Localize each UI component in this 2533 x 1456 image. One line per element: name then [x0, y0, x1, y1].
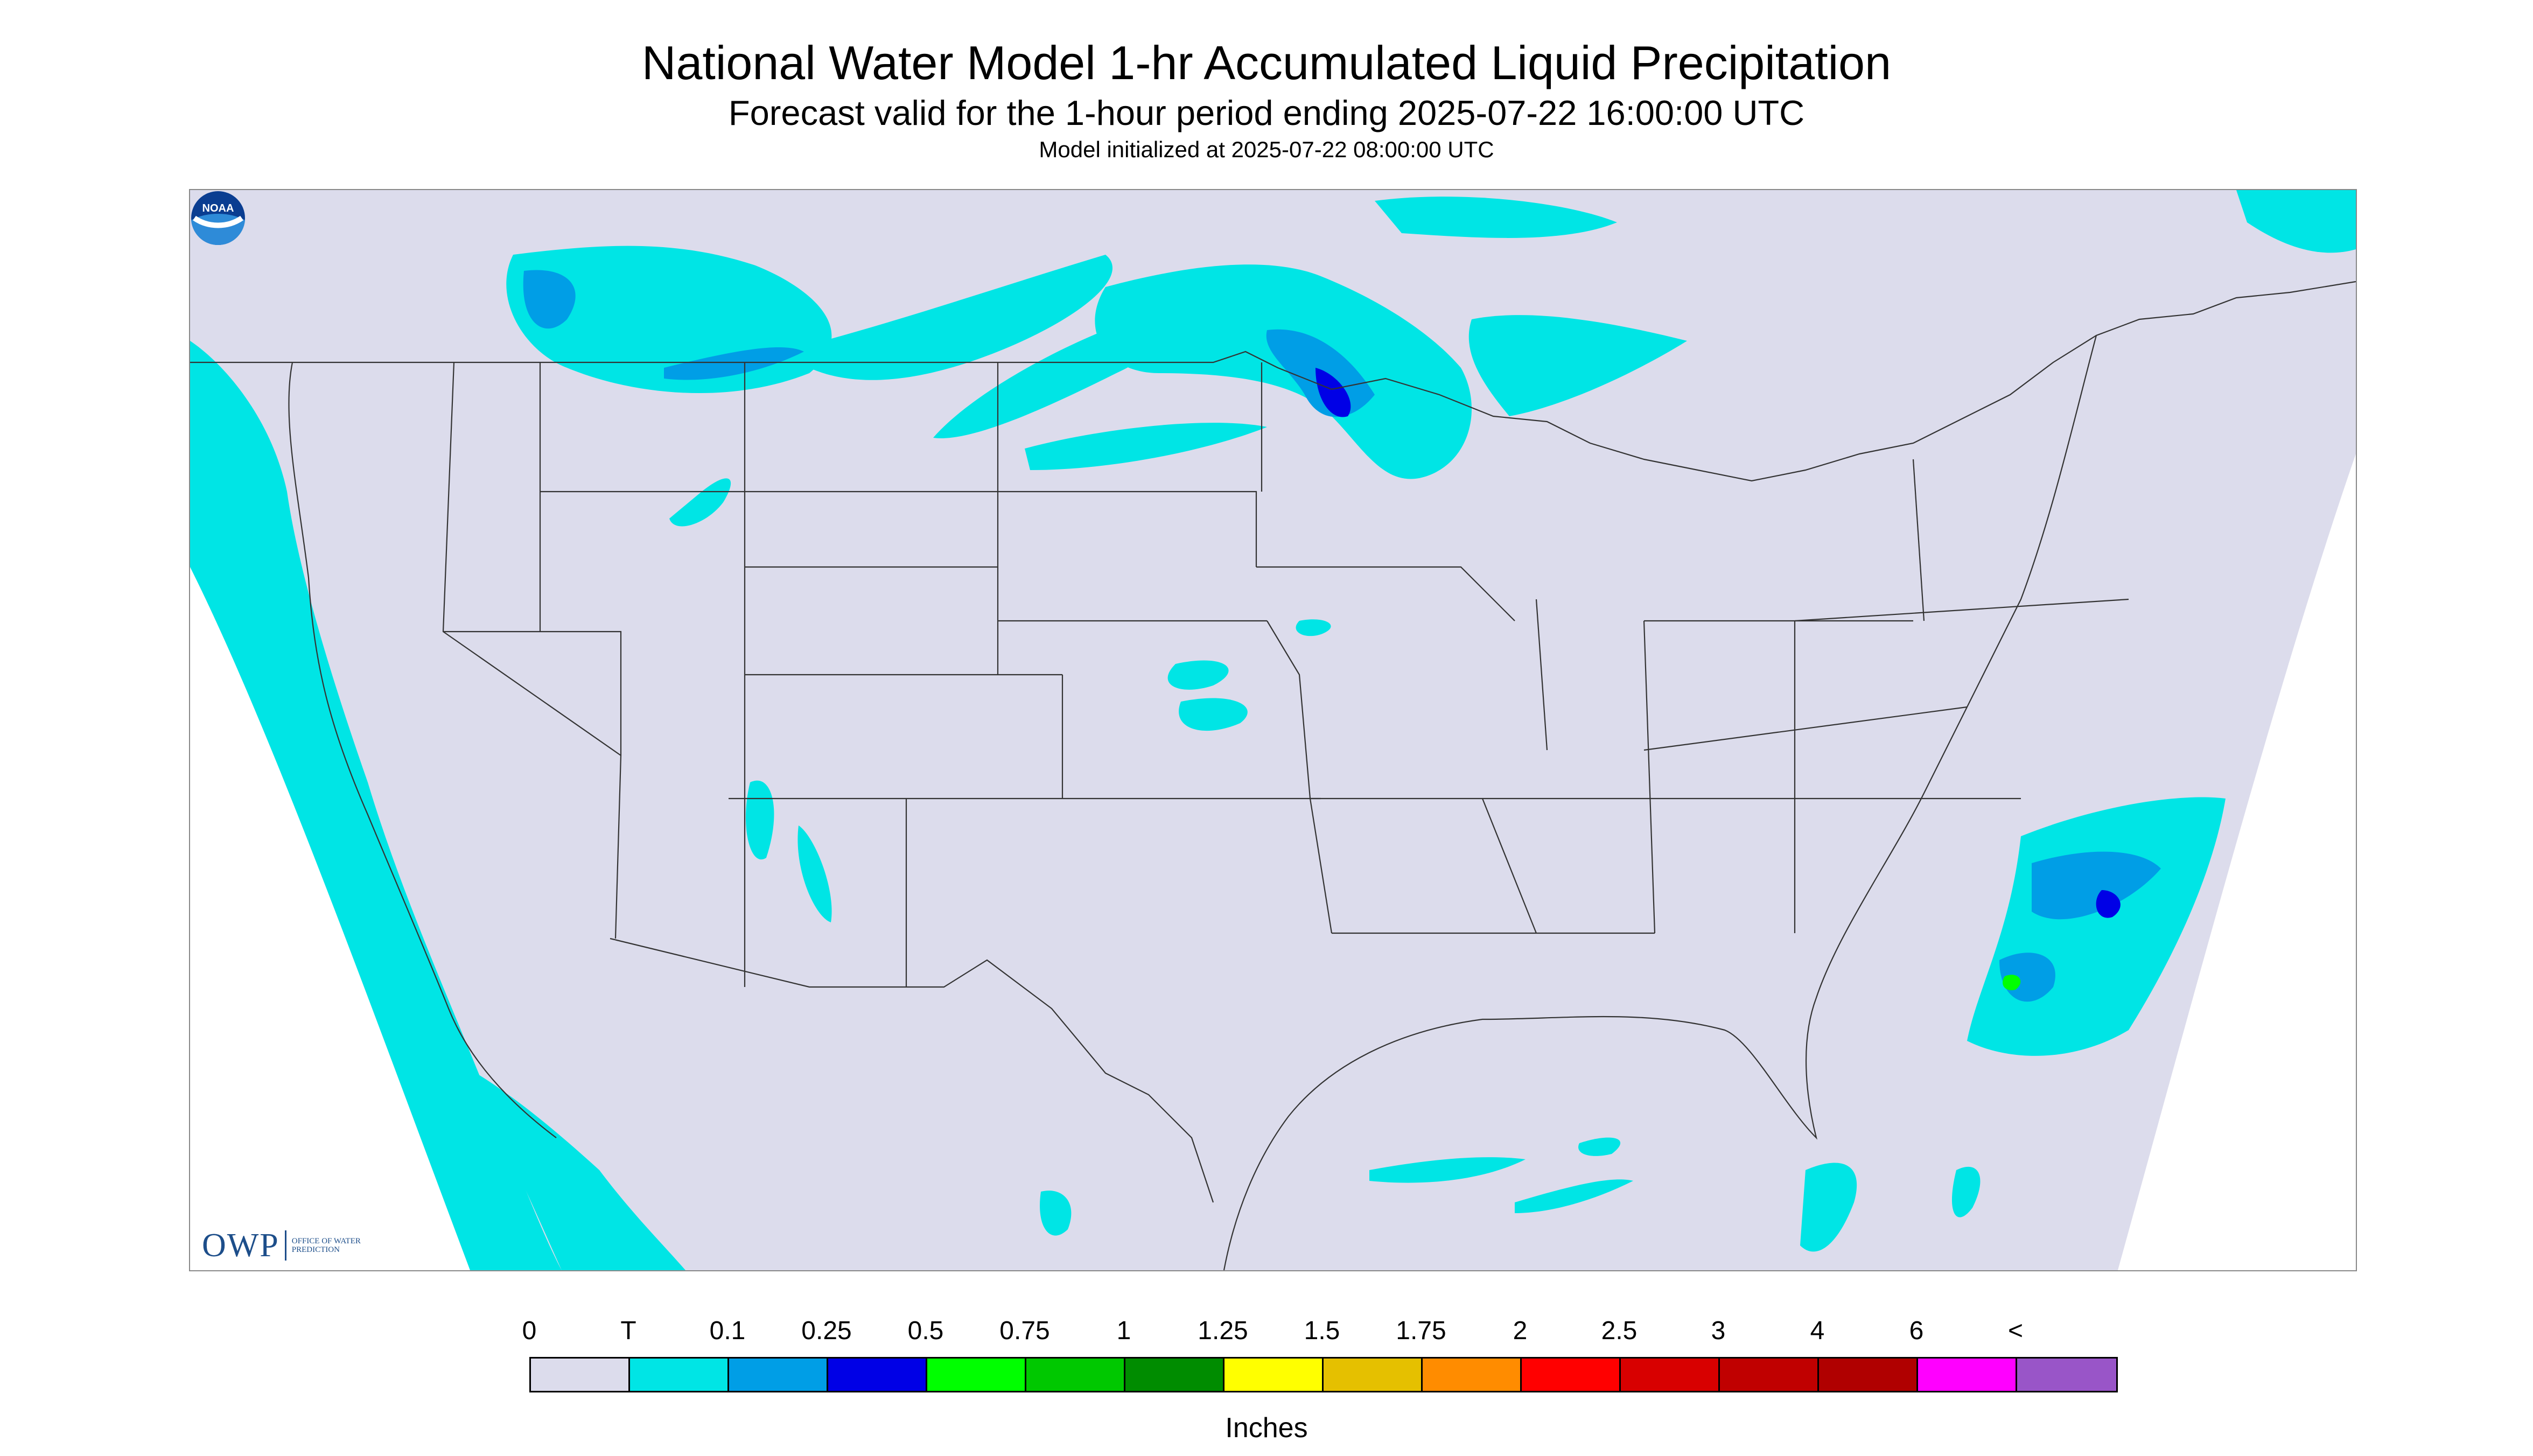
- legend-tick-label: <: [2007, 1317, 2024, 1345]
- model-domain: [190, 190, 2356, 1270]
- precip-atlantic-heavy: [2003, 975, 2021, 990]
- map-title: National Water Model 1-hr Accumulated Li…: [641, 36, 1892, 89]
- us-mexico-border: [610, 937, 1214, 1203]
- legend-swatch: [1621, 1359, 1720, 1391]
- precip-north-3: [933, 327, 1159, 438]
- precip-north-2: [782, 255, 1113, 380]
- legend-tick-label: 0: [522, 1317, 537, 1345]
- legend-swatch: [1423, 1359, 1522, 1391]
- noaa-logo-icon: NOAA: [191, 191, 245, 245]
- legend-tick-label: 2.5: [1601, 1317, 1638, 1345]
- precip-atlantic-mod: [2096, 890, 2121, 918]
- legend-tick-label: 2: [1513, 1317, 1528, 1345]
- precip-arizona: [745, 780, 774, 860]
- legend-units: Inches: [1225, 1412, 1308, 1444]
- precip-north-4: [1025, 423, 1267, 470]
- precip-gulf-3: [1578, 1137, 1621, 1156]
- precip-gulf-1: [1369, 1157, 1526, 1183]
- legend-swatch: [1819, 1359, 1918, 1391]
- owp-text: Office of Water Prediction: [291, 1237, 361, 1254]
- precip-mexico: [1040, 1191, 1072, 1236]
- legend-tick-label: 0.75: [999, 1317, 1050, 1345]
- legend-tick-label: 1: [1116, 1317, 1131, 1345]
- legend-tick-label: 1.25: [1198, 1317, 1248, 1345]
- precip-nebraska: [1167, 660, 1229, 690]
- pacific-coast: [288, 362, 557, 1138]
- precip-north-5: [669, 478, 731, 527]
- legend-tick-label: 4: [1810, 1317, 1825, 1345]
- owp-divider: [284, 1230, 286, 1261]
- state-boundaries: [190, 281, 2356, 1270]
- precip-caribbean: [1800, 1163, 1857, 1252]
- precip-kansas: [1179, 698, 1248, 731]
- map-subtitle: Forecast valid for the 1-hour period end…: [728, 93, 1805, 132]
- precip-mn: [1095, 264, 1472, 479]
- precip-pacific: [190, 341, 562, 1270]
- precip-legend: 0 T 0.1 0.25 0.5 0.75 1 1.25 1.5 1.75 2 2.5 3 4 6 < Inc…: [0, 1292, 2533, 1454]
- precip-north-light-2: [664, 347, 804, 380]
- legend-swatch: [630, 1359, 729, 1391]
- legend-swatch: [1224, 1359, 1324, 1391]
- precip-mn-2: [1468, 315, 1687, 416]
- owp-logo: OWP Office of Water Prediction: [202, 1227, 373, 1264]
- legend-swatch: [1918, 1359, 2017, 1391]
- precip-north-light: [523, 270, 576, 329]
- legend-swatch: [531, 1359, 630, 1391]
- legend-tick-label: 0.1: [709, 1317, 746, 1345]
- legend-tick-label: T: [620, 1317, 636, 1345]
- precip-atlantic-light: [2032, 851, 2161, 920]
- legend-tick-label: 6: [1909, 1317, 1924, 1345]
- legend-tick-label: 1.75: [1396, 1317, 1446, 1345]
- legend-colorbar: [529, 1357, 2118, 1392]
- precip-mn-mod: [1316, 368, 1351, 417]
- legend-swatch: [1324, 1359, 1423, 1391]
- precip-caribbean-2: [1951, 1166, 1981, 1217]
- map-canvas: [190, 190, 2356, 1270]
- precip-gulf-2: [1515, 1179, 1633, 1213]
- precipitation-map: OWP Office of Water Prediction NOAA: [189, 189, 2357, 1271]
- legend-swatch: [1720, 1359, 1819, 1391]
- legend-swatch: [828, 1359, 927, 1391]
- legend-tick-label: 0.5: [907, 1317, 944, 1345]
- model-init-line: Model initialized at 2025-07-22 08:00:00…: [1039, 137, 1494, 162]
- legend-tick-label: 0.25: [801, 1317, 852, 1345]
- precip-iowa: [1296, 619, 1331, 636]
- precip-canada-east: [1375, 197, 1617, 238]
- precip-pacific-b: [438, 1052, 685, 1270]
- atlantic-coast: [1223, 335, 2097, 1270]
- legend-swatch: [927, 1359, 1026, 1391]
- legend-swatch: [1026, 1359, 1125, 1391]
- noaa-text: NOAA: [202, 202, 234, 214]
- legend-tick-label: 3: [1711, 1317, 1726, 1345]
- precip-ne-corner: [2236, 190, 2356, 253]
- legend-swatch: [1522, 1359, 1621, 1391]
- owp-mark: OWP: [202, 1227, 279, 1264]
- legend-swatch: [729, 1359, 828, 1391]
- legend-swatch: [1125, 1359, 1224, 1391]
- legend-tick-label: 1.5: [1304, 1317, 1340, 1345]
- us-canada-border: [190, 281, 2356, 482]
- precip-arizona-2: [797, 825, 832, 922]
- legend-swatch: [2017, 1359, 2116, 1391]
